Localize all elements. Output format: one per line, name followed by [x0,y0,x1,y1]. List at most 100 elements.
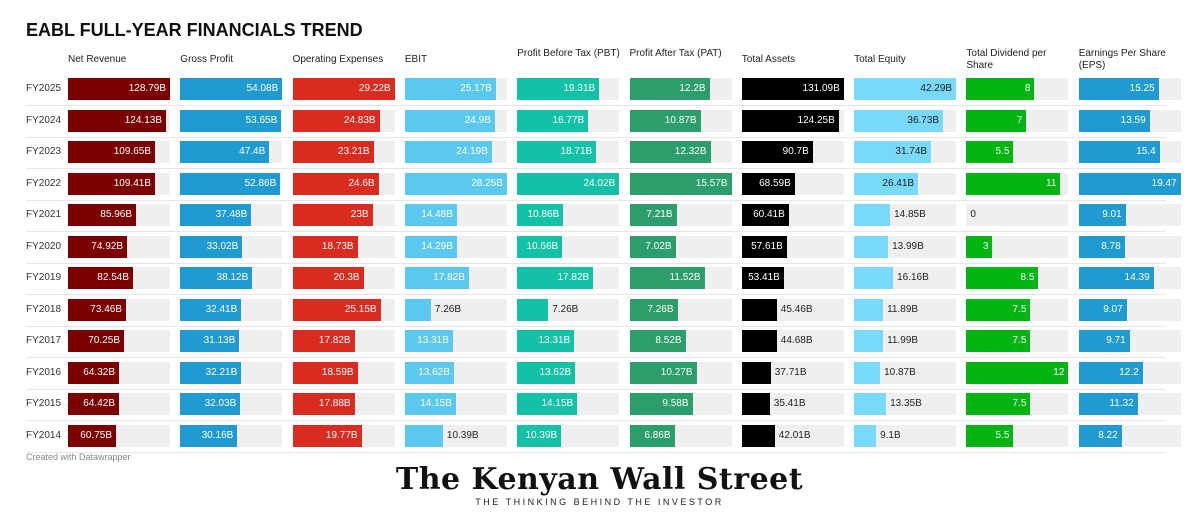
bar-total-assets [741,393,770,415]
bar-total-assets [741,235,787,258]
bar-profit-after-tax-pat [629,204,677,226]
cell-net-revenue: 70.25B [68,330,170,352]
cell-total-dividend-per-share: 5.5 [966,141,1069,163]
bar-net-revenue [68,267,133,289]
row-divider [26,105,1166,106]
table-row-fy2024: FY2024 124.13B 53.65B 24.83B 24.9B 16.77B 10.8… [26,109,1181,141]
table-row-fy2016: FY2016 64.32B 32.21B 18.59B 13.62B 13.62B 10.2… [26,361,1181,393]
value-label: 17.82B [433,272,465,283]
datawrapper-credit[interactable]: Created with Datawrapper [26,452,131,462]
cell-total-assets: 68.59B [741,172,844,195]
bar-gross-profit [180,204,252,226]
col-header-profit-before-tax-pbt[interactable]: Profit Before Tax (PBT) [517,48,620,59]
cell-total-assets: 37.71B [741,361,844,384]
cell-net-revenue: 109.41B [68,172,170,195]
value-label: 13.31B [538,335,571,346]
value-label: 9.07 [1103,303,1123,315]
cell-gross-profit: 47.4B [180,141,283,163]
table-row-fy2023: FY2023 109.65B 47.4B 23.21B 24.19B 18.71B 12.3… [26,141,1181,172]
row-divider [26,420,1166,421]
bar-gross-profit [180,78,283,100]
cell-net-revenue: 74.92B [68,235,170,258]
value-label: 60.41B [753,209,785,220]
value-label: 17.82B [318,335,351,346]
cell-total-equity: 26.41B [854,172,957,195]
row-divider [26,262,1166,264]
value-label: 6.86B [644,429,671,441]
logo-tagline: THE THINKING BEHIND THE INVESTOR [475,497,724,507]
bar-profit-before-tax-pbt [517,267,594,289]
col-header-ebit[interactable]: EBIT [404,54,428,65]
cell-earnings-per-share-eps: 9.01 [1078,204,1181,226]
value-label: 12.2 [1119,366,1139,378]
col-header-total-assets[interactable]: Total Assets [741,54,796,65]
cell-ebit: 28.25B [404,172,507,195]
col-header-earnings-per-share-eps[interactable]: Earnings Per Share (EPS) [1078,48,1166,71]
value-label: 7.26B [552,303,579,315]
value-label: 32.03B [204,398,237,409]
bar-profit-before-tax-pbt [517,424,562,447]
value-label: 15.4 [1136,146,1156,157]
value-label: 128.79B [128,83,166,94]
value-label: 37.71B [774,366,807,378]
value-label: 42.29B [920,83,953,94]
bar-gross-profit [180,393,241,415]
col-header-profit-after-tax-pat[interactable]: Profit After Tax (PAT) [629,48,722,59]
bar-ebit [404,393,456,415]
bar-ebit [404,298,431,321]
value-label: 13.59 [1120,114,1146,126]
value-label: 15.25 [1129,83,1155,94]
cell-earnings-per-share-eps: 9.71 [1078,330,1181,352]
bar-total-assets [741,141,813,163]
cell-gross-profit: 52.86B [180,172,283,195]
row-label: FY2015 [26,398,62,409]
cell-net-revenue: 82.54B [68,267,170,289]
value-label: 13.31B [417,335,449,346]
table-row-fy2022: FY2022 109.41B 52.86B 24.6B 28.25B 24.02B 15.5… [26,172,1181,204]
cell-total-equity: 36.73B [854,109,957,132]
cell-profit-before-tax-pbt: 17.82B [517,267,620,289]
table-row-fy2014: FY2014 60.75B 30.16B 19.77B 10.39B 10.39B 6.86… [26,424,1181,456]
col-header-gross-profit[interactable]: Gross Profit [180,54,234,65]
col-header-operating-expenses[interactable]: Operating Expenses [292,54,384,65]
value-label: 31.74B [895,146,928,157]
bar-total-dividend-per-share [966,424,1014,447]
value-label: 82.54B [97,272,129,283]
bar-net-revenue [68,235,127,258]
value-label: 13.62B [539,366,572,378]
cell-profit-before-tax-pbt: 19.31B [517,78,620,100]
cell-gross-profit: 30.16B [180,424,283,447]
value-label: 14.15B [541,398,574,409]
bar-total-dividend-per-share [966,235,993,258]
bar-profit-after-tax-pat [629,330,686,352]
bar-total-dividend-per-share [966,78,1035,100]
col-header-total-equity[interactable]: Total Equity [854,54,906,65]
cell-operating-expenses: 25.15B [292,298,395,321]
bar-total-dividend-per-share [966,172,1061,195]
value-label: 20.3B [333,272,360,283]
value-label: 17.82B [557,272,590,283]
value-label: 13.62B [418,366,450,378]
cell-net-revenue: 128.79B [68,78,170,100]
row-label: FY2022 [26,177,62,189]
value-label: 16.77B [552,114,585,126]
value-label: 35.41B [773,398,806,409]
cell-total-dividend-per-share: 5.5 [966,424,1069,447]
row-label: FY2017 [26,335,62,346]
cell-total-equity: 10.87B [854,361,957,384]
cell-gross-profit: 32.03B [180,393,283,415]
bar-total-equity [854,172,919,195]
cell-gross-profit: 54.08B [180,78,283,100]
bar-total-assets [741,424,775,447]
value-label: 70.25B [88,335,120,346]
col-header-net-revenue[interactable]: Net Revenue [68,54,127,65]
value-label: 10.87B [664,114,697,126]
table-row-fy2020: FY2020 74.92B 33.02B 18.73B 14.29B 10.66B 7.02… [26,235,1181,267]
bar-total-equity [854,298,884,321]
col-header-total-dividend-per-share[interactable]: Total Dividend per Share [966,48,1047,71]
bar-gross-profit [180,141,270,163]
value-label: 53.41B [748,272,780,283]
value-label: 9.58B [662,398,689,409]
bar-profit-before-tax-pbt [517,393,578,415]
bar-earnings-per-share-eps [1078,393,1138,415]
